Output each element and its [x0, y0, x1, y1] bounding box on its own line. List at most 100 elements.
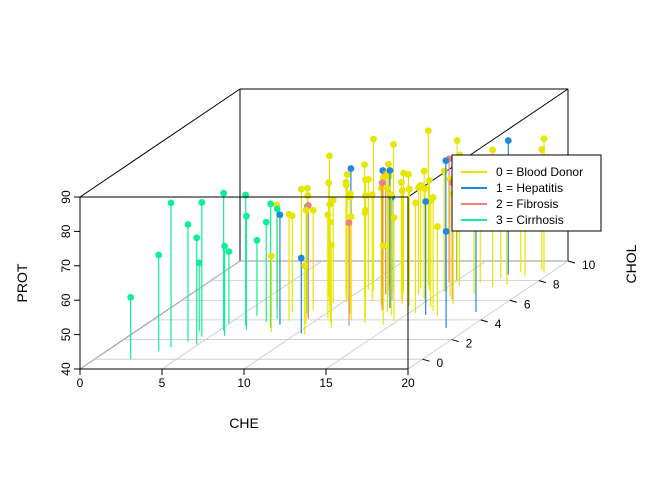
- point-0: [420, 167, 428, 175]
- point-0: [385, 160, 392, 168]
- legend-label: 1 = Hepatitis: [496, 181, 563, 195]
- point-0: [362, 192, 369, 199]
- legend-label: 2 = Fibrosis: [496, 197, 558, 211]
- point-0: [343, 171, 351, 178]
- point-1: [276, 211, 284, 219]
- point-0: [387, 191, 395, 199]
- x-tick-label: 5: [159, 376, 166, 390]
- x-tick-label: 15: [319, 376, 333, 390]
- point-1: [297, 254, 305, 262]
- legend: 0 = Blood Donor 1 = Hepatitis 2 = Fibrosis…: [451, 154, 602, 232]
- point-0: [325, 179, 333, 187]
- grid-line: [161, 260, 323, 370]
- point-1: [442, 228, 450, 235]
- x-axis: 0 5 10 15 20 CHE: [77, 369, 415, 431]
- z-tick-label: 50: [59, 328, 73, 342]
- z-tick-label: 60: [59, 293, 73, 307]
- point-0: [384, 184, 391, 192]
- x-tick-label: 10: [237, 376, 251, 390]
- point-3: [195, 259, 203, 267]
- point-0: [362, 176, 369, 184]
- point-0: [324, 211, 332, 219]
- y-tick-label: 2: [466, 337, 473, 351]
- point-0: [397, 178, 405, 186]
- point-0: [302, 206, 310, 214]
- point-0: [361, 209, 369, 217]
- point-3: [127, 293, 135, 301]
- point-3: [225, 248, 233, 255]
- point-0: [368, 191, 376, 199]
- point-1: [347, 165, 355, 172]
- point-0: [326, 201, 334, 208]
- point-0: [342, 181, 350, 189]
- point-0: [405, 185, 413, 193]
- point-0: [301, 262, 309, 270]
- front-face: [79, 196, 409, 370]
- point-1: [442, 157, 450, 165]
- point-0: [390, 214, 398, 222]
- point-0: [370, 135, 377, 143]
- point-0: [361, 161, 368, 169]
- point-0: [267, 252, 275, 260]
- grid-line: [407, 260, 569, 370]
- point-1: [504, 137, 512, 144]
- x-tick-label: 0: [77, 376, 84, 390]
- floor-grid: [79, 260, 569, 370]
- point-0: [400, 169, 407, 177]
- point-3: [155, 251, 163, 259]
- point-3: [193, 234, 201, 242]
- point-3: [253, 236, 261, 244]
- point-0: [303, 184, 311, 192]
- point-2: [378, 179, 386, 187]
- z-tick-label: 40: [59, 362, 73, 376]
- legend-label: 0 = Blood Donor: [496, 165, 583, 179]
- point-3: [267, 200, 275, 208]
- z-tick-label: 80: [59, 224, 73, 238]
- y-tick: [422, 358, 430, 362]
- point-0: [327, 241, 335, 249]
- point-3: [220, 189, 228, 197]
- legend-box: [451, 154, 602, 232]
- point-3: [184, 221, 192, 228]
- point-0: [304, 192, 312, 199]
- point-0: [421, 185, 429, 193]
- z-axis-title: PROT: [14, 263, 30, 302]
- point-0: [433, 223, 441, 230]
- z-tick-label: 90: [59, 190, 73, 204]
- y-tick-label: 6: [524, 297, 531, 311]
- y-tick-label: 8: [553, 278, 560, 292]
- y-tick-label: 4: [495, 317, 502, 331]
- grid-line: [79, 260, 241, 370]
- point-0: [489, 146, 497, 154]
- point-0: [540, 135, 548, 143]
- y-tick-label: 0: [437, 356, 444, 370]
- y-axis-title: CHOL: [623, 244, 639, 283]
- point-0: [440, 167, 448, 175]
- point-1: [386, 167, 394, 174]
- point-0: [347, 213, 355, 221]
- point-0: [326, 218, 334, 226]
- y-tick-label: 10: [582, 258, 596, 272]
- y-tick: [538, 280, 547, 284]
- point-0: [415, 184, 422, 192]
- grid-line: [243, 260, 405, 370]
- point-3: [198, 199, 206, 206]
- point-3: [221, 242, 228, 250]
- point-1: [422, 198, 430, 205]
- point-3: [167, 199, 175, 207]
- point-3: [243, 212, 250, 220]
- point-0: [412, 199, 419, 207]
- point-0: [425, 176, 433, 184]
- point-0: [297, 185, 305, 193]
- point-0: [453, 137, 461, 144]
- point-0: [424, 127, 432, 135]
- point-0: [326, 152, 333, 160]
- x-tick-label: 20: [401, 376, 415, 390]
- y-tick: [451, 339, 459, 343]
- point-0: [285, 210, 293, 218]
- y-tick: [509, 299, 517, 303]
- y-tick: [480, 319, 488, 323]
- y-tick: [567, 260, 576, 264]
